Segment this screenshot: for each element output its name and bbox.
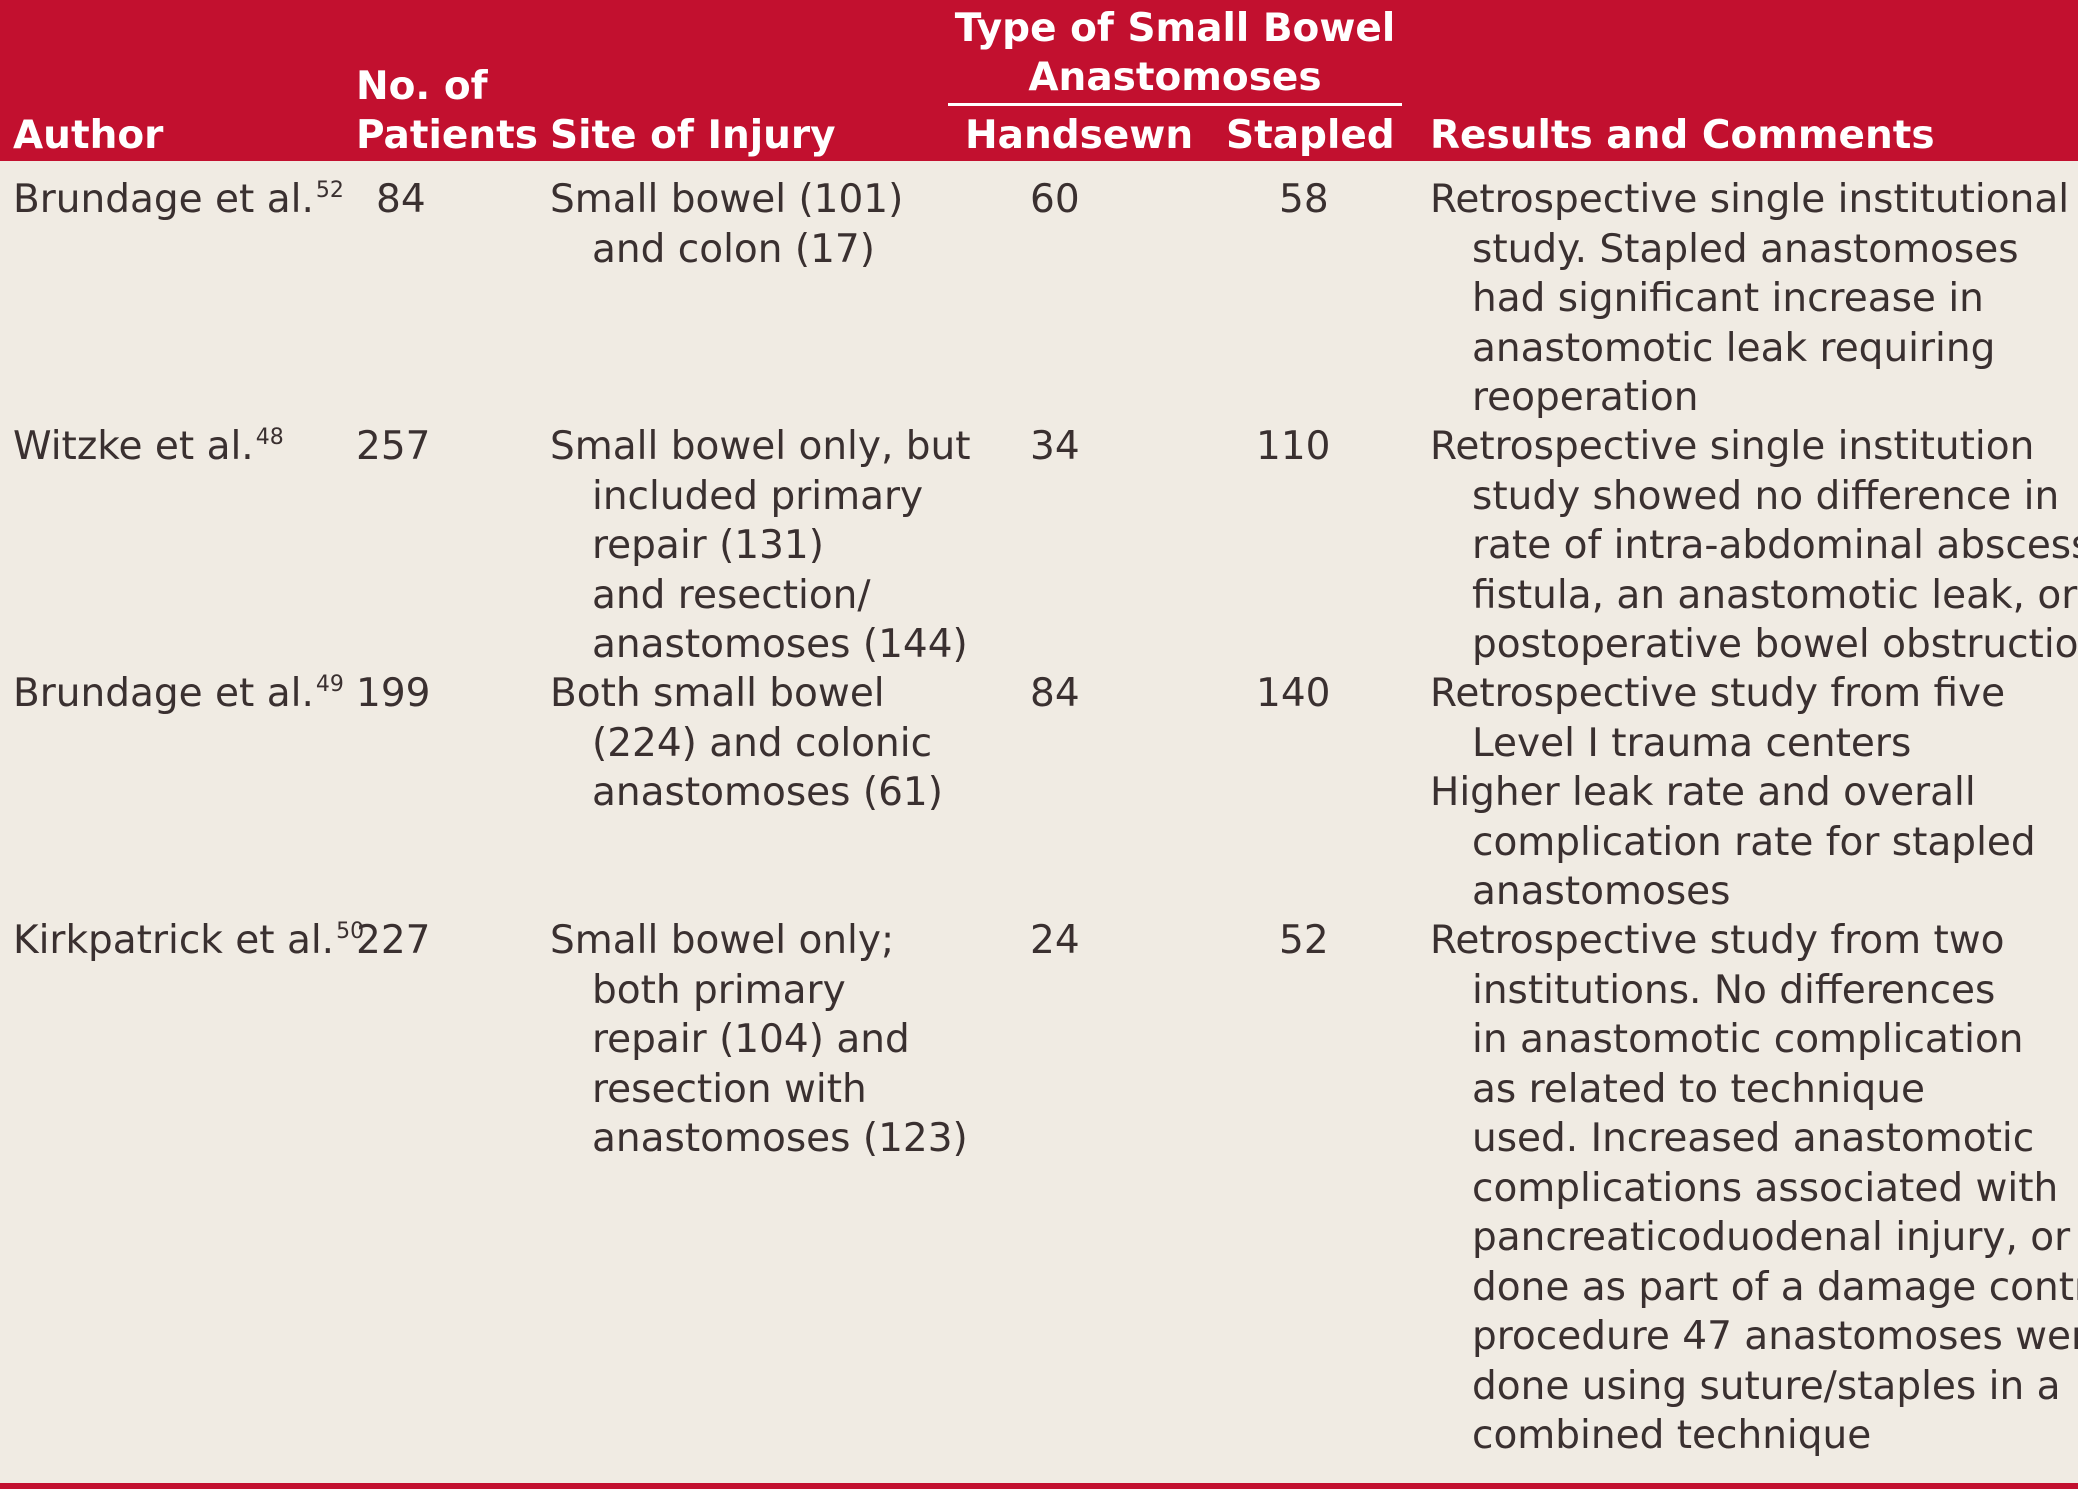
stapled-cell: 140 bbox=[1256, 671, 1331, 716]
header-type-line1: Type of Small Bowel bbox=[954, 6, 1396, 51]
results-line: anastomotic leak requiring bbox=[1472, 325, 1996, 371]
results-line: study. Stapled anastomoses bbox=[1472, 226, 2019, 272]
reference-number: 48 bbox=[255, 425, 284, 450]
site-line: Small bowel only, but bbox=[550, 424, 971, 469]
results-cell: Retrospective study from five Level I tr… bbox=[1430, 669, 2036, 917]
results-line: pancreaticoduodenal injury, or if bbox=[1472, 1215, 2078, 1260]
header-results: Results and Comments bbox=[1430, 113, 1935, 158]
patients-cell: 257 bbox=[356, 424, 431, 469]
stapled-cell: 110 bbox=[1256, 424, 1331, 469]
site-line: and resection/ bbox=[592, 572, 871, 618]
results-line: in anastomotic complication bbox=[1472, 1017, 2024, 1062]
results-cell: Retrospective study from two institution… bbox=[1430, 916, 2078, 1461]
author-cell: Witzke et al.48 bbox=[13, 422, 284, 478]
site-cell: Small bowel only; both primary repair (1… bbox=[550, 916, 968, 1164]
site-line: and colon (17) bbox=[592, 226, 875, 272]
results-line: as related to technique bbox=[1472, 1066, 1925, 1112]
header-handsewn: Handsewn bbox=[965, 113, 1194, 158]
results-line: used. Increased anastomotic bbox=[1472, 1116, 2035, 1161]
author-name: Witzke et al. bbox=[13, 424, 254, 469]
results-line: complications associated with bbox=[1472, 1165, 2059, 1211]
results-line: study showed no difference in bbox=[1472, 473, 2060, 519]
header-author: Author bbox=[13, 113, 164, 158]
site-line: Small bowel (101) bbox=[550, 177, 904, 222]
site-line: anastomoses (144) bbox=[592, 622, 968, 667]
results-cell: Retrospective single institutional study… bbox=[1430, 175, 2069, 423]
author-cell: Kirkpatrick et al.50 bbox=[13, 916, 364, 972]
results-line: procedure 47 anastomoses were bbox=[1472, 1314, 2078, 1359]
results-line: anastomoses bbox=[1472, 869, 1731, 914]
author-name: Kirkpatrick et al. bbox=[13, 918, 335, 963]
header-patients-line1: No. of bbox=[356, 64, 488, 109]
author-name: Brundage et al. bbox=[13, 177, 314, 222]
table-bottom-rule bbox=[0, 1483, 2078, 1489]
results-line: Retrospective single institution bbox=[1430, 424, 2035, 469]
author-cell: Brundage et al.52 bbox=[13, 175, 344, 231]
site-line: resection with bbox=[592, 1066, 867, 1112]
header-type-line2: Anastomoses bbox=[1028, 55, 1322, 100]
results-line: Higher leak rate and overall bbox=[1430, 770, 1976, 815]
site-cell: Small bowel (101) and colon (17) bbox=[550, 175, 903, 274]
results-line: complication rate for stapled bbox=[1472, 819, 2036, 865]
site-line: Both small bowel bbox=[550, 671, 885, 716]
site-line: (224) and colonic bbox=[592, 720, 933, 766]
handsewn-cell: 24 bbox=[1030, 918, 1080, 963]
site-cell: Both small bowel (224) and colonic anast… bbox=[550, 669, 943, 818]
site-line: included primary bbox=[592, 473, 924, 519]
results-cell: Retrospective single institution study s… bbox=[1430, 422, 2078, 670]
stapled-cell: 58 bbox=[1279, 177, 1329, 222]
reference-number: 52 bbox=[315, 178, 344, 203]
handsewn-cell: 84 bbox=[1030, 671, 1080, 716]
results-line: postoperative bowel obstruction bbox=[1472, 622, 2078, 667]
site-cell: Small bowel only, but included primary r… bbox=[550, 422, 971, 670]
results-line: Retrospective study from five bbox=[1430, 671, 2006, 716]
results-line: done using suture/staples in a bbox=[1472, 1363, 2061, 1409]
results-line: combined technique bbox=[1472, 1413, 1872, 1458]
header-type-rule bbox=[948, 103, 1402, 106]
handsewn-cell: 34 bbox=[1030, 424, 1080, 469]
results-line: fistula, an anastomotic leak, or bbox=[1472, 572, 2078, 618]
results-line: done as part of a damage control bbox=[1472, 1264, 2078, 1310]
reference-number: 49 bbox=[315, 672, 344, 697]
handsewn-cell: 60 bbox=[1030, 177, 1080, 222]
patients-cell: 84 bbox=[376, 177, 426, 222]
reference-number: 50 bbox=[336, 919, 365, 944]
site-line: anastomoses (61) bbox=[592, 770, 943, 815]
patients-cell: 227 bbox=[356, 918, 431, 963]
results-line: Retrospective single institutional bbox=[1430, 177, 2070, 222]
results-line: rate of intra-abdominal abscess, bbox=[1472, 523, 2078, 568]
results-line: institutions. No differences bbox=[1472, 967, 1996, 1013]
header-stapled: Stapled bbox=[1226, 113, 1395, 158]
table-body: Brundage et al.52 84 Small bowel (101) a… bbox=[0, 161, 2078, 1484]
table-header: Author No. of Patients Site of Injury Ty… bbox=[0, 0, 2078, 161]
site-line: both primary bbox=[592, 967, 846, 1013]
author-cell: Brundage et al.49 bbox=[13, 669, 344, 725]
results-line: Retrospective study from two bbox=[1430, 918, 2005, 963]
author-name: Brundage et al. bbox=[13, 671, 314, 716]
site-line: repair (131) bbox=[592, 523, 824, 568]
header-site: Site of Injury bbox=[550, 113, 836, 158]
patients-cell: 199 bbox=[356, 671, 431, 716]
site-line: anastomoses (123) bbox=[592, 1116, 968, 1161]
stapled-cell: 52 bbox=[1279, 918, 1329, 963]
results-line: reoperation bbox=[1472, 375, 1699, 420]
header-patients-line2: Patients bbox=[356, 113, 538, 158]
results-line: had significant increase in bbox=[1472, 276, 1984, 321]
results-line: Level I trauma centers bbox=[1472, 720, 1912, 766]
site-line: repair (104) and bbox=[592, 1017, 910, 1062]
site-line: Small bowel only; bbox=[550, 918, 895, 963]
